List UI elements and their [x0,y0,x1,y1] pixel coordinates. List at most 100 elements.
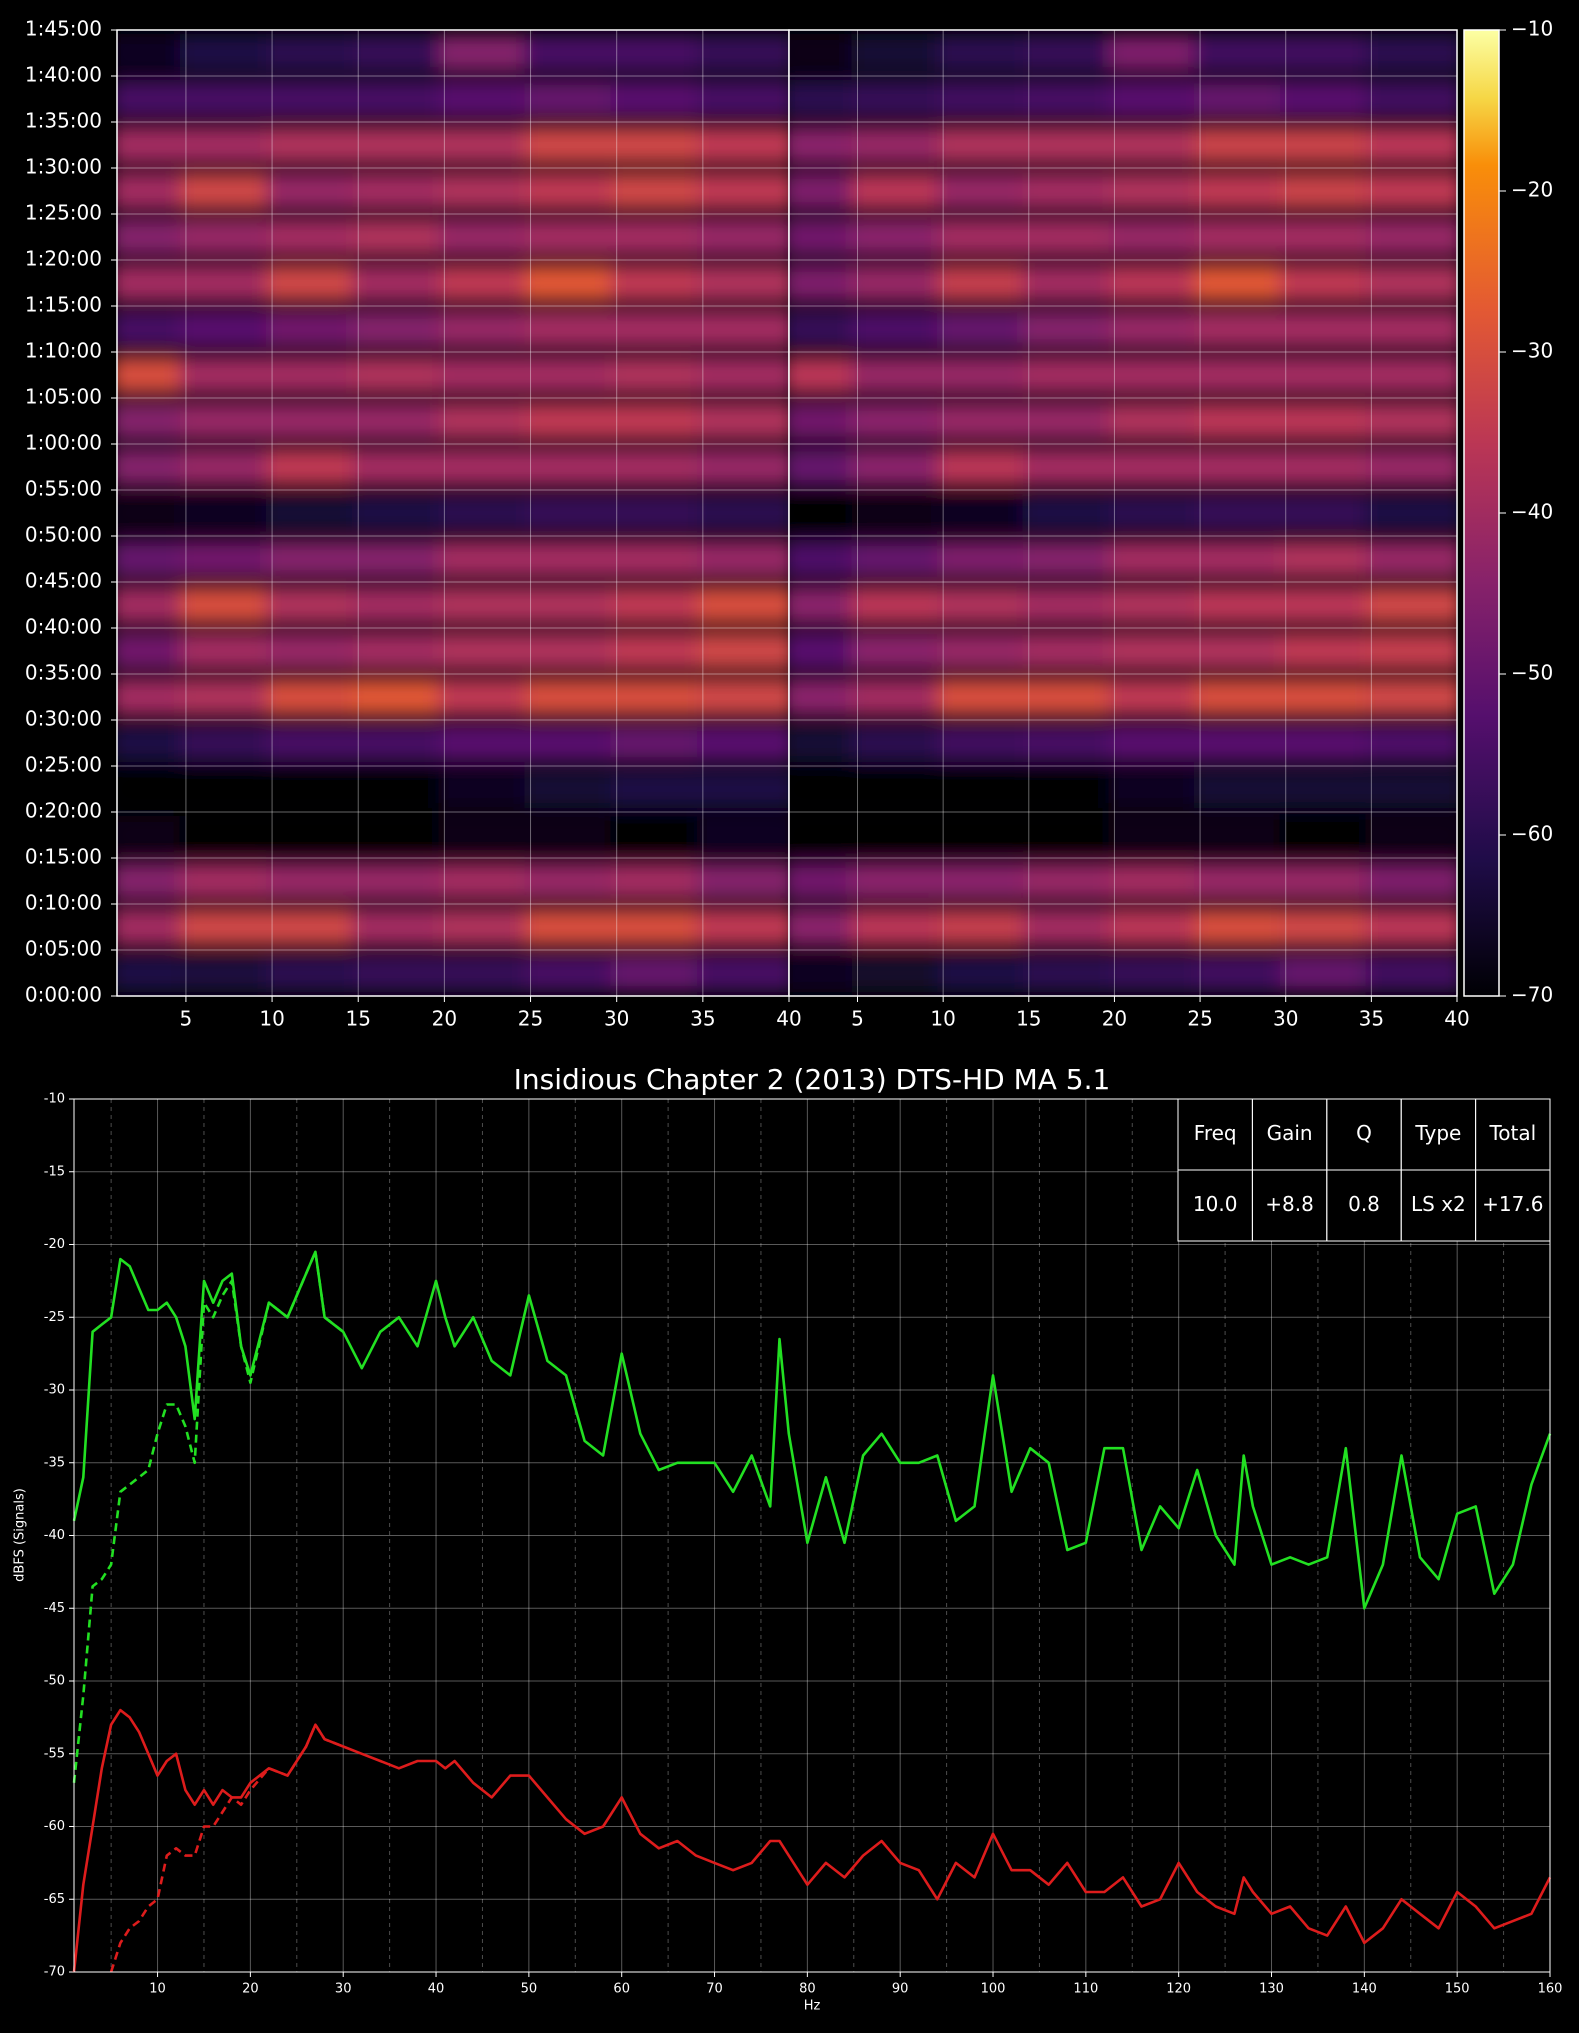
heatmap-cell [1194,126,1292,164]
heatmap-cell [179,862,279,900]
plot-frame [73,1098,1551,1973]
heatmap-cell [851,586,950,624]
y-tick-label: -15 [44,1164,65,1179]
heatmap-cell [937,310,1035,348]
heatmap-cell [179,218,279,256]
heatmap-cell [937,954,1035,992]
heatmap-cell [789,954,864,992]
heatmap-cell [696,724,789,762]
heatmap-cell [1279,632,1378,670]
colorbar-tick-label: −20 [1511,178,1553,202]
heatmap-cell [851,310,950,348]
heatmap-cell [851,172,950,210]
heatmap-cell [696,80,789,118]
y-tick-label: 1:40:00 [25,63,102,87]
y-tick-label: 0:45:00 [25,569,102,593]
x-tick-label: 30 [1273,1007,1298,1031]
heatmap-cell [524,218,623,256]
heatmap-cell [1279,218,1378,256]
heatmap-cell [352,172,451,210]
heatmap-cell [696,172,789,210]
heatmap-cell [266,816,365,854]
heatmap-cell [524,770,623,808]
y-tick-label: 1:05:00 [25,385,102,409]
heatmap-cell [1022,218,1121,256]
heatmap-cell [851,540,950,578]
heatmap-cell [1022,264,1121,302]
table-cell-text: LS x2 [1411,1192,1466,1216]
heatmap-cell [266,402,365,440]
series-line [109,1723,344,1973]
heatmap-cell [610,448,709,486]
y-tick-label: -10 [44,1092,65,1107]
heatmap-cell [117,632,192,670]
heatmap-cell [696,540,789,578]
heatmap-cell [1022,678,1121,716]
heatmap-cell [1279,724,1378,762]
heatmap-cell [696,356,789,394]
heatmap-cell [1108,816,1207,854]
heatmap-cell [610,908,709,946]
heatmap-cell [610,816,709,854]
heatmap-cell [610,632,709,670]
heatmap-cell [789,816,864,854]
heatmap-cell [851,678,950,716]
series-line [72,1250,1552,1610]
heatmap-cell [438,678,537,716]
x-tick-label: 10 [149,1982,166,1997]
heatmap-cell [1365,770,1457,808]
heatmap-cell [937,172,1035,210]
y-tick-label: 0:15:00 [25,845,102,869]
heatmap-cell [696,126,789,164]
x-axis-label: Hz [804,1999,821,2014]
x-tick-label: 150 [1445,1982,1470,1997]
heatmap-cell [1108,402,1207,440]
heatmap-cell [789,494,864,532]
heatmap-cell [1194,80,1292,118]
heatmap-cell [851,402,950,440]
heatmap-cells [789,34,1457,992]
colorbar-tick-label: −40 [1511,500,1553,524]
heatmap-cell [1108,218,1207,256]
heatmap-cell [117,540,192,578]
heatmap-cell [1194,816,1292,854]
colorbar-tick-label: −70 [1511,983,1553,1007]
y-tick-label: -45 [44,1601,65,1616]
heatmap-cell [1194,172,1292,210]
heatmap-cell [789,126,864,164]
heatmap-cell [352,356,451,394]
heatmap-cell [524,632,623,670]
heatmap-cell [266,34,365,72]
table-cell-text: +17.6 [1482,1192,1543,1216]
heatmap-cell [937,724,1035,762]
colorbar [1463,29,1500,997]
heatmap-cell [1279,402,1378,440]
heatmap-cell [117,126,192,164]
heatmap-cell [696,632,789,670]
heatmap-cell [610,586,709,624]
heatmap-cell [789,264,864,302]
y-tick-label: 1:00:00 [25,431,102,455]
heatmap-cell [438,908,537,946]
heatmap-cell [1022,632,1121,670]
heatmap-cell [1022,126,1121,164]
plot-background [74,1099,1550,1972]
x-tick-label: 15 [1016,1007,1041,1031]
heatmap-cell [179,816,279,854]
heatmap-cell [1108,586,1207,624]
heatmap-cell [524,724,623,762]
heatmap-cell [266,632,365,670]
series-line [72,1708,1552,1973]
heatmap-cell [937,218,1035,256]
heatmap-cell [352,862,451,900]
heatmap-cell [1022,310,1121,348]
heatmap-cell [696,218,789,256]
heatmap-cell [117,494,192,532]
heatmap-cell [438,632,537,670]
y-tick-label: 0:10:00 [25,891,102,915]
heatmap-cell [117,724,192,762]
heatmap-cell [851,494,950,532]
heatmap-cell [266,126,365,164]
y-tick-label: 1:25:00 [25,201,102,225]
